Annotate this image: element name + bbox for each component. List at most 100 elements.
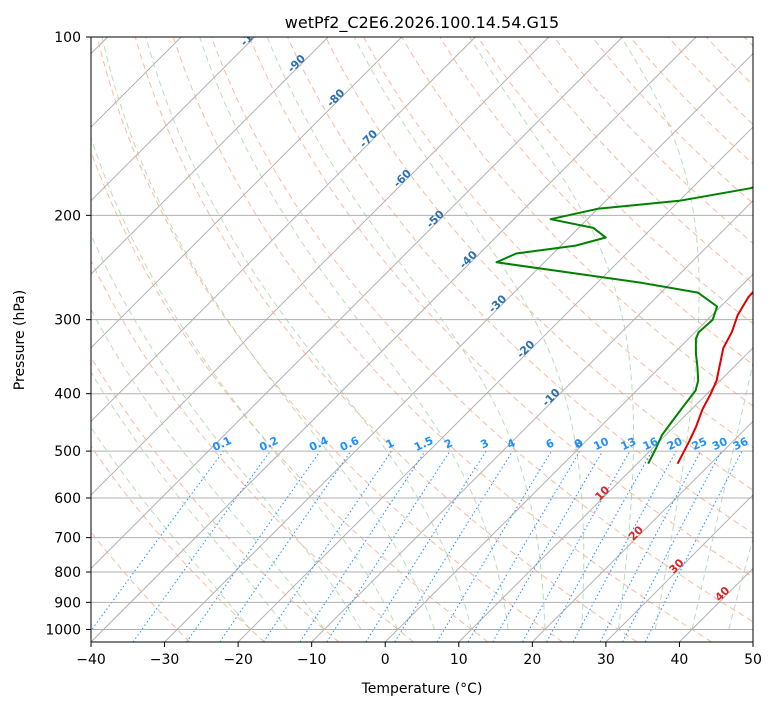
mixing-ratio-line bbox=[644, 450, 743, 642]
y-tick-label: 800 bbox=[54, 565, 81, 581]
mixing-ratio-line bbox=[186, 450, 321, 642]
x-tick-label: 10 bbox=[450, 652, 468, 668]
x-tick-label: 20 bbox=[523, 652, 541, 668]
mixing-ratio-line bbox=[394, 450, 514, 642]
mixing-ratio-line bbox=[492, 450, 604, 642]
mixing-ratio-line bbox=[467, 450, 581, 642]
x-tick-label: −40 bbox=[76, 652, 106, 668]
mixing-ratio-label: 2 bbox=[442, 436, 454, 451]
isotherm-label: -80 bbox=[324, 86, 347, 109]
dry-adiabat-line bbox=[91, 531, 191, 642]
dry-adiabat-line bbox=[325, 37, 753, 491]
isotherm-line bbox=[91, 37, 623, 570]
dry-adiabat-line bbox=[172, 37, 713, 642]
isotherm-line bbox=[752, 641, 753, 642]
isotherm-line bbox=[164, 52, 753, 642]
moist-adiabat-line bbox=[91, 233, 362, 630]
mixing-ratio-line bbox=[132, 450, 271, 642]
dry-adiabat-line bbox=[248, 37, 753, 578]
isotherm-line bbox=[91, 37, 329, 275]
isotherm-label: 10 bbox=[592, 483, 612, 503]
moist-adiabat-line bbox=[728, 536, 753, 630]
isotherm-label: -90 bbox=[285, 52, 308, 75]
mixing-ratio-label: 10 bbox=[591, 435, 611, 453]
mixing-ratio-label: 6 bbox=[544, 436, 557, 451]
isotherm-label: -70 bbox=[357, 127, 380, 150]
mixing-ratio-line bbox=[546, 450, 653, 642]
background-lines bbox=[91, 37, 753, 642]
isotherm-label: -30 bbox=[486, 292, 509, 315]
mixing-ratio-line bbox=[572, 450, 677, 642]
x-tick-label: 50 bbox=[744, 652, 762, 668]
plot-area: -100-90-80-70-60-50-40-30-20-10010203040… bbox=[91, 20, 753, 642]
line-labels: -100-90-80-70-60-50-40-30-20-10010203040… bbox=[210, 20, 751, 604]
dry-adiabat-line bbox=[515, 37, 753, 284]
isotherm-label: 40 bbox=[712, 584, 732, 604]
isotherm-line bbox=[605, 494, 753, 642]
y-tick-label: 400 bbox=[54, 387, 81, 403]
chart-title: wetPf2_C2E6.2026.100.14.54.G15 bbox=[285, 13, 559, 33]
mixing-ratio-line bbox=[436, 450, 552, 642]
dry-adiabat-line bbox=[401, 37, 753, 407]
mixing-ratio-label: 36 bbox=[731, 435, 751, 453]
mixing-ratio-label: 20 bbox=[665, 435, 685, 453]
isotherm-label: 30 bbox=[667, 556, 687, 576]
moist-adiabat-line bbox=[91, 308, 325, 630]
moist-adiabat-line bbox=[620, 37, 700, 630]
mixing-ratio-line bbox=[219, 450, 352, 642]
dry-adiabat-line bbox=[744, 37, 753, 47]
isotherm-label: -100 bbox=[238, 20, 267, 49]
moist-adiabat-line bbox=[91, 136, 399, 630]
dry-adiabat-line bbox=[629, 37, 753, 165]
dry-adiabat-line bbox=[210, 37, 753, 623]
mixing-ratio-label: 16 bbox=[641, 435, 661, 453]
moist-adiabat-line bbox=[101, 37, 436, 630]
mixing-ratio-line bbox=[522, 450, 631, 642]
dry-adiabat-line bbox=[91, 356, 340, 642]
isotherm-label: -20 bbox=[514, 338, 537, 361]
y-tick-label: 600 bbox=[54, 491, 81, 507]
y-tick-label: 900 bbox=[54, 595, 81, 611]
x-tick-label: 40 bbox=[671, 652, 689, 668]
y-axis: 100 200 300 400 500 600 700 800 900 1000 bbox=[45, 30, 91, 638]
y-tick-label: 300 bbox=[54, 313, 81, 329]
pressure-gridlines bbox=[91, 37, 753, 630]
y-tick-label: 100 bbox=[54, 30, 81, 46]
mixing-ratio-line bbox=[599, 450, 702, 642]
isotherm-line bbox=[91, 37, 256, 202]
isotherm-label: -60 bbox=[391, 167, 414, 190]
moist-adiabat-line bbox=[691, 360, 753, 630]
mixing-ratio-line bbox=[365, 450, 487, 642]
x-tick-label: −30 bbox=[150, 652, 180, 668]
moist-adiabat-line bbox=[199, 37, 509, 630]
isotherm-label: -40 bbox=[457, 248, 480, 271]
isotherm-line bbox=[237, 126, 753, 642]
y-tick-label: 700 bbox=[54, 531, 81, 547]
dry-adiabat-line bbox=[477, 37, 753, 325]
dry-adiabat-line bbox=[553, 37, 753, 244]
dry-adiabat-line bbox=[134, 37, 638, 642]
temperature-profile-line bbox=[676, 290, 753, 465]
isotherm-label: -50 bbox=[424, 207, 447, 230]
y-tick-label: 1000 bbox=[45, 622, 81, 638]
dry-adiabat-line bbox=[91, 259, 414, 642]
dewpoint-profile-line bbox=[495, 186, 753, 465]
mixing-ratio-line bbox=[91, 450, 224, 632]
dry-adiabat-line bbox=[667, 37, 753, 126]
dry-adiabat-line bbox=[91, 445, 265, 642]
moist-adiabat-line bbox=[353, 37, 585, 630]
x-axis: −40 −30 −20 −10 0 10 20 30 40 50 bbox=[76, 642, 762, 668]
x-axis-label: Temperature (°C) bbox=[361, 681, 483, 697]
dry-adiabat-line bbox=[705, 37, 753, 86]
plot-frame bbox=[90, 36, 754, 643]
dry-adiabat-line bbox=[591, 37, 753, 204]
mixing-ratio-label: 30 bbox=[710, 435, 730, 453]
y-tick-label: 500 bbox=[54, 444, 81, 460]
x-tick-label: −20 bbox=[223, 652, 253, 668]
isotherm-line bbox=[384, 273, 753, 642]
isotherm-line bbox=[91, 37, 550, 496]
y-tick-label: 200 bbox=[54, 208, 81, 224]
moist-adiabat-line bbox=[91, 426, 252, 630]
moist-adiabat-line bbox=[145, 37, 472, 630]
